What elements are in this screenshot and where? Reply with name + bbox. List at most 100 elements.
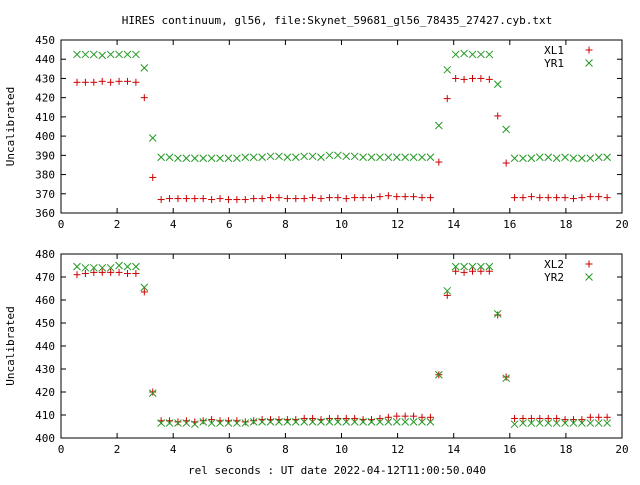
- data-point: [224, 196, 232, 204]
- data-point: [275, 194, 283, 202]
- cross-marker-b: [216, 419, 224, 427]
- cross-marker-b: [443, 65, 452, 74]
- cross-marker-b: [123, 50, 132, 59]
- data-point: [519, 154, 527, 163]
- legend-marker: [585, 46, 593, 54]
- data-point: [502, 373, 510, 381]
- data-point: [233, 196, 241, 204]
- data-point: [527, 414, 535, 422]
- data-point: [443, 291, 451, 299]
- data-point: [359, 153, 367, 162]
- data-point: [291, 153, 300, 162]
- data-point: [308, 418, 317, 426]
- data-point: [359, 194, 367, 202]
- cross-marker-b: [594, 153, 603, 162]
- data-point: [207, 154, 216, 163]
- y-tick-label: 400: [35, 130, 55, 143]
- cross-marker-b: [241, 153, 250, 162]
- x-tick-label: 14: [447, 218, 461, 231]
- data-point: [106, 263, 115, 272]
- data-point: [401, 418, 410, 426]
- data-point: [300, 414, 308, 422]
- legend-marker: [585, 273, 593, 281]
- data-point: [595, 193, 603, 201]
- data-point: [292, 195, 300, 203]
- data-point: [351, 194, 359, 202]
- data-point: [578, 416, 586, 424]
- data-point: [553, 194, 561, 202]
- data-point: [410, 193, 418, 201]
- data-point: [325, 414, 333, 422]
- data-point: [393, 412, 401, 420]
- y-tick-label: 450: [35, 34, 55, 47]
- chart-panel-1: 0 2 4 6 8 10 12 14 16 18 20 360 370 380 390 400 410 420 43…: [4, 34, 629, 231]
- cross-marker-b: [258, 153, 266, 162]
- data-point: [325, 151, 334, 160]
- y-tick-label: 410: [35, 409, 55, 422]
- y-tick-label: 410: [35, 111, 55, 124]
- data-point: [174, 418, 182, 426]
- data-point: [89, 263, 98, 272]
- data-point: [493, 309, 502, 318]
- data-point: [90, 268, 98, 276]
- cross-marker-b: [140, 64, 149, 72]
- data-point: [351, 414, 359, 422]
- y-tick-label: 390: [35, 149, 55, 162]
- data-point: [157, 196, 165, 204]
- data-point: [477, 267, 485, 275]
- cross-marker-b: [190, 154, 199, 163]
- data-point: [89, 50, 98, 59]
- cross-marker-b: [199, 154, 208, 163]
- cross-marker-b: [443, 286, 452, 295]
- plot-frame: [60, 253, 623, 439]
- data-point: [443, 286, 452, 295]
- cross-marker-b: [249, 153, 258, 162]
- data-point: [544, 194, 552, 202]
- data-point: [502, 125, 511, 134]
- data-point: [443, 95, 451, 103]
- cross-marker-b: [434, 121, 443, 130]
- cross-marker-b: [308, 418, 317, 426]
- data-point: [191, 195, 199, 203]
- data-point: [418, 418, 426, 426]
- data-point: [241, 419, 250, 427]
- data-point: [81, 270, 89, 278]
- legend-label: YR1: [544, 57, 564, 70]
- data-point: [561, 419, 569, 427]
- cross-marker-b: [224, 419, 233, 427]
- y-tick-label: 440: [35, 340, 55, 353]
- data-point: [418, 194, 426, 202]
- x-tick-label: 12: [391, 443, 404, 456]
- x-tick-label: 12: [391, 218, 404, 231]
- cross-marker-b: [266, 418, 275, 426]
- data-point: [468, 267, 476, 275]
- data-point: [510, 154, 519, 163]
- data-point: [98, 268, 106, 276]
- cross-marker-b: [275, 418, 283, 426]
- data-point: [426, 418, 435, 426]
- cross-marker-b: [468, 262, 477, 271]
- cross-marker-b: [401, 153, 410, 162]
- plot-frame: [60, 39, 623, 214]
- cross-marker-b: [325, 151, 334, 160]
- data-point: [527, 154, 536, 163]
- data-point: [241, 196, 249, 204]
- y-tick-label: 420: [35, 386, 55, 399]
- x-tick-label: 10: [335, 443, 348, 456]
- cross-marker-b: [359, 418, 367, 426]
- data-point: [199, 195, 207, 203]
- data-point: [174, 154, 182, 163]
- data-point: [148, 389, 157, 398]
- data-point: [535, 153, 544, 162]
- cross-marker-b: [485, 50, 494, 59]
- data-point: [115, 77, 123, 85]
- cross-marker-b: [586, 154, 595, 163]
- data-point: [561, 416, 569, 424]
- data-point: [578, 194, 586, 202]
- cross-marker-b: [249, 418, 258, 426]
- data-point: [182, 154, 191, 163]
- cross-marker-b: [418, 418, 426, 426]
- data-point: [418, 153, 426, 162]
- cross-marker-b: [359, 153, 367, 162]
- chart-title: HIRES continuum, gl56, file:Skynet_59681…: [122, 14, 552, 27]
